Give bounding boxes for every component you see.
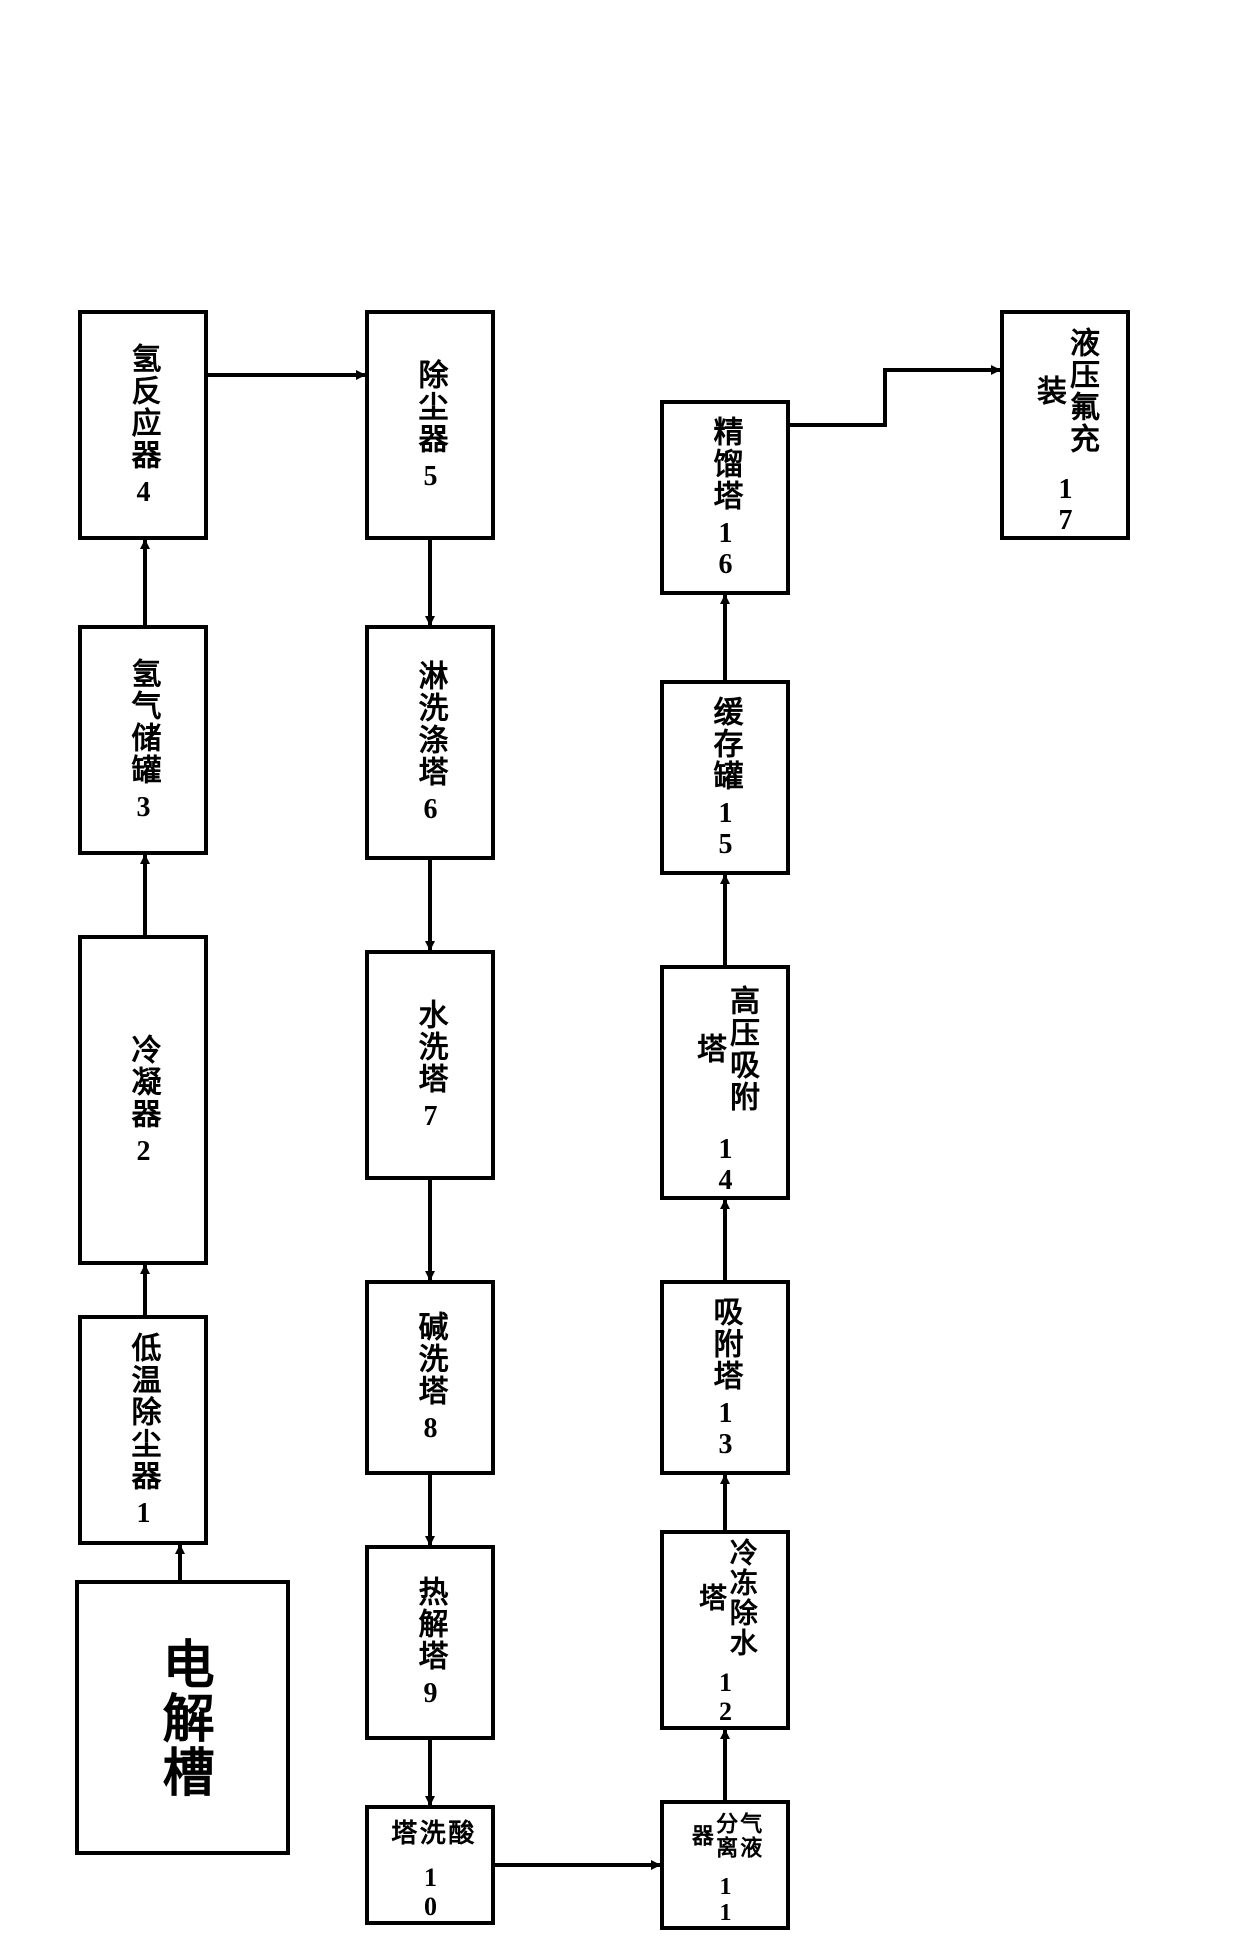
node-14: 高压吸附塔 14 (660, 965, 790, 1200)
node-17: 液压氟充装 17 (1000, 310, 1130, 540)
node-13: 吸附塔 13 (660, 1280, 790, 1475)
node-2-label: 冷凝器 (127, 1034, 160, 1130)
node-12: 冷冻除水塔 12 (660, 1530, 790, 1730)
node-4-num: 4 (127, 477, 159, 508)
node-9: 热解塔 9 (365, 1545, 495, 1740)
node-10-num: 10 (415, 1863, 445, 1921)
node-1-num: 1 (127, 1498, 159, 1529)
node-9-label: 热解塔 (414, 1576, 447, 1672)
node-7: 水洗塔 7 (365, 950, 495, 1180)
node-6-num: 6 (414, 794, 446, 825)
node-start-label: 电解槽 (154, 1637, 211, 1799)
node-2: 冷凝器 2 (78, 935, 208, 1265)
node-4-label: 氢反应器 (127, 343, 160, 471)
node-10-label: 酸洗塔 (387, 1809, 473, 1857)
node-15-num: 15 (709, 798, 741, 860)
node-3-num: 3 (127, 792, 159, 823)
node-11-num: 11 (712, 1874, 739, 1926)
node-17-label: 液压氟充装 (1032, 314, 1098, 468)
node-3: 氢气储罐 3 (78, 625, 208, 855)
node-13-num: 13 (709, 1398, 741, 1460)
node-17-num: 17 (1049, 474, 1081, 536)
node-12-num: 12 (710, 1668, 740, 1726)
node-5-num: 5 (414, 461, 446, 492)
node-5: 除尘器 5 (365, 310, 495, 540)
node-1: 低温除尘器 1 (78, 1315, 208, 1545)
node-8-num: 8 (414, 1413, 446, 1444)
node-4: 氢反应器 4 (78, 310, 208, 540)
node-13-label: 吸附塔 (709, 1296, 742, 1392)
node-6: 淋洗涤塔 6 (365, 625, 495, 860)
node-16-num: 16 (709, 518, 741, 580)
node-2-num: 2 (127, 1136, 159, 1167)
node-11: 气液分离器 11 (660, 1800, 790, 1930)
node-6-label: 淋洗涤塔 (414, 660, 447, 788)
edge-n16-n17 (790, 370, 1000, 425)
node-7-num: 7 (414, 1101, 446, 1132)
node-5-label: 除尘器 (414, 359, 447, 455)
node-9-num: 9 (414, 1678, 446, 1709)
node-15: 缓存罐 15 (660, 680, 790, 875)
node-16-label: 精馏塔 (709, 416, 742, 512)
node-7-label: 水洗塔 (414, 999, 447, 1095)
flowchart-canvas: 电解槽 低温除尘器 1 冷凝器 2 氢气储罐 3 氢反应器 4 除尘器 5 淋洗… (0, 0, 1240, 1937)
node-1-label: 低温除尘器 (127, 1332, 160, 1492)
node-start: 电解槽 (75, 1580, 290, 1855)
node-10: 酸洗塔 10 (365, 1805, 495, 1925)
node-14-num: 14 (709, 1134, 741, 1196)
node-8-label: 碱洗塔 (414, 1311, 447, 1407)
node-3-label: 氢气储罐 (127, 658, 160, 786)
node-8: 碱洗塔 8 (365, 1280, 495, 1475)
node-14-label: 高压吸附塔 (692, 969, 758, 1128)
node-12-label: 冷冻除水塔 (694, 1534, 756, 1662)
node-15-label: 缓存罐 (709, 696, 742, 792)
node-16: 精馏塔 16 (660, 400, 790, 595)
node-11-label: 气液分离器 (689, 1804, 762, 1868)
